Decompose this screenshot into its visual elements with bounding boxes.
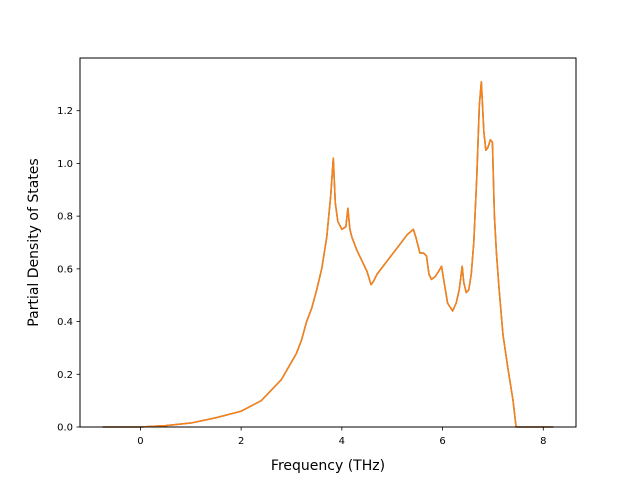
plot-frame [79, 57, 577, 428]
y-tick-label: 0.2 [57, 370, 73, 381]
y-tick-label: 1.0 [57, 159, 73, 170]
x-tick-label: 4 [339, 436, 345, 447]
series-line-2 [102, 80, 554, 428]
y-tick-label: 0.4 [57, 317, 73, 328]
x-tick-label: 2 [238, 436, 244, 447]
x-tick-label: 6 [439, 436, 445, 447]
y-axis-label: Partial Density of States [26, 158, 42, 326]
x-tick-label: 8 [540, 436, 546, 447]
y-tick-label: 0.0 [57, 423, 73, 434]
y-tick-label: 1.2 [57, 106, 73, 117]
x-tick-label: 0 [137, 436, 143, 447]
x-axis-ticks: 0 2 4 6 8 [137, 427, 546, 447]
y-tick-label: 0.8 [57, 212, 73, 223]
x-axis-label: Frequency (THz) [271, 458, 385, 474]
y-tick-label: 0.6 [57, 264, 73, 275]
y-axis-ticks: 0.0 0.2 0.4 0.6 0.8 1.0 1.2 [57, 106, 80, 434]
series-layer [102, 80, 554, 428]
